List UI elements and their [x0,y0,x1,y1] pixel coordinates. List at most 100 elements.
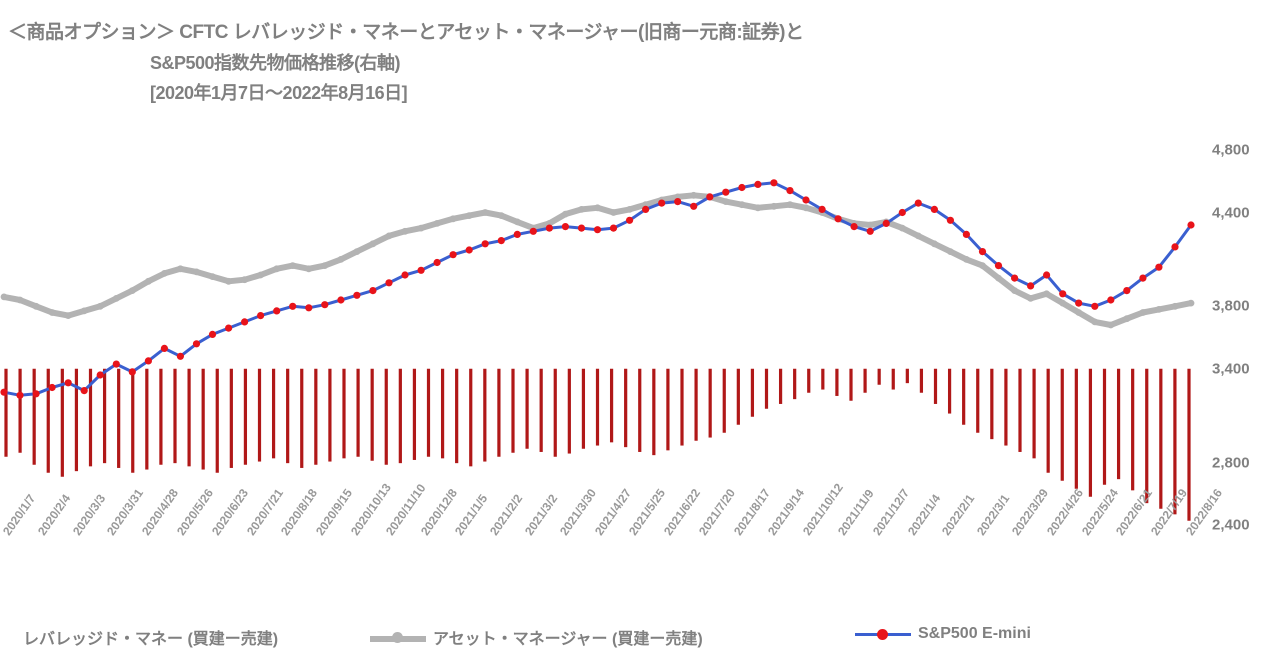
series-marker [786,187,794,195]
bar-leveraged-money [32,368,36,465]
series-marker [931,240,938,248]
series-marker [353,248,361,255]
legend-swatch [0,630,16,644]
bar-leveraged-money [370,368,374,461]
series-marker [80,307,88,315]
series-marker [1171,243,1179,251]
bar-leveraged-money [511,368,515,453]
chart-title-line-2: S&P500指数先物価格推移(右軸) [150,53,401,73]
bar-leveraged-money [525,368,529,449]
bar-leveraged-money [736,368,740,425]
series-marker [32,390,40,398]
bar-leveraged-money [243,368,248,465]
bar-leveraged-money [807,368,811,393]
series-marker [32,302,40,310]
series-marker [1187,299,1195,307]
series-marker [674,198,682,206]
bar-leveraged-money [764,368,769,409]
series-marker [947,248,954,255]
series-marker [337,256,345,263]
series-marker [545,224,554,232]
series-marker [690,202,698,210]
series-marker [1075,299,1083,307]
legend-swatch [370,630,426,644]
bar-leveraged-money [18,368,22,453]
series-marker [513,230,521,238]
series-marker [609,224,618,232]
series-marker [866,227,874,235]
series-marker [930,205,939,213]
series-marker [192,340,201,348]
series-marker [0,388,8,396]
legend-item[interactable]: S&P500 E-mini [855,625,1031,643]
series-marker [449,251,457,259]
series-marker [289,302,297,310]
series-marker [369,240,377,248]
series-marker [1139,309,1147,316]
bar-leveraged-money [863,368,867,393]
series-marker [513,218,521,226]
series-marker [16,391,24,399]
series-marker [561,223,570,231]
series-marker [16,296,24,304]
series-marker [321,301,329,309]
bar-leveraged-money [440,368,445,459]
series-marker [1059,299,1067,307]
axis-tick-label: 3,800 [1212,297,1250,315]
series-marker [497,237,505,245]
bar-leveraged-money [1116,368,1121,480]
bar-leveraged-money [849,368,853,401]
bar-leveraged-money [271,368,276,459]
series-marker [1187,221,1195,229]
bar-leveraged-money [215,368,219,473]
series-marker [433,258,441,267]
chart-title-block: ＜商品オプション＞ CFTC レバレッジド・マネーとアセット・マネージャー(旧商… [0,18,1000,108]
bar-leveraged-money [1018,368,1022,452]
series-marker [1155,306,1163,313]
bar-leveraged-money [609,368,614,443]
bar-leveraged-money [483,368,487,462]
series-marker [481,209,489,216]
series-marker [64,379,72,387]
series-marker [866,221,874,229]
series-marker [979,262,986,269]
bar-leveraged-money [342,368,346,459]
series-marker [128,287,136,294]
bar-leveraged-money [1159,368,1163,509]
chart-title-line-3: [2020年1月7日〜2022年8月16日] [150,83,408,103]
series-marker [594,204,601,212]
series-marker [610,209,617,216]
bar-leveraged-money [1102,368,1107,485]
bar-leveraged-money [933,368,938,404]
series-marker [914,232,922,240]
bar-leveraged-money [4,368,8,457]
series-marker [144,357,152,365]
gridline [0,306,1197,309]
bar-leveraged-money [638,368,642,452]
series-marker [177,265,184,273]
bar-leveraged-money [145,368,149,470]
series-marker [449,215,457,223]
bar-leveraged-money [624,368,628,448]
series-marker [64,312,72,319]
bar-leveraged-money [187,368,191,467]
series-marker [1011,274,1019,282]
bar-leveraged-money [469,368,473,467]
series-marker [321,262,329,269]
series-marker [962,230,971,238]
series-marker [417,266,425,274]
series-marker [946,216,955,224]
bar-leveraged-money [750,368,755,417]
gridline [0,462,1197,465]
series-marker [225,324,233,332]
series-marker [1091,302,1099,310]
series-marker [48,309,56,316]
bar-leveraged-money [539,368,543,452]
bar-leveraged-money [257,368,262,462]
bar-leveraged-money [821,368,825,390]
bar-leveraged-money [229,368,233,468]
series-marker [497,212,505,219]
legend-item[interactable]: アセット・マネージャー (買建ー売建) [370,625,703,649]
legend-item[interactable]: レバレッジド・マネー (買建ー売建) [0,625,278,649]
bar-leveraged-money [891,368,895,390]
